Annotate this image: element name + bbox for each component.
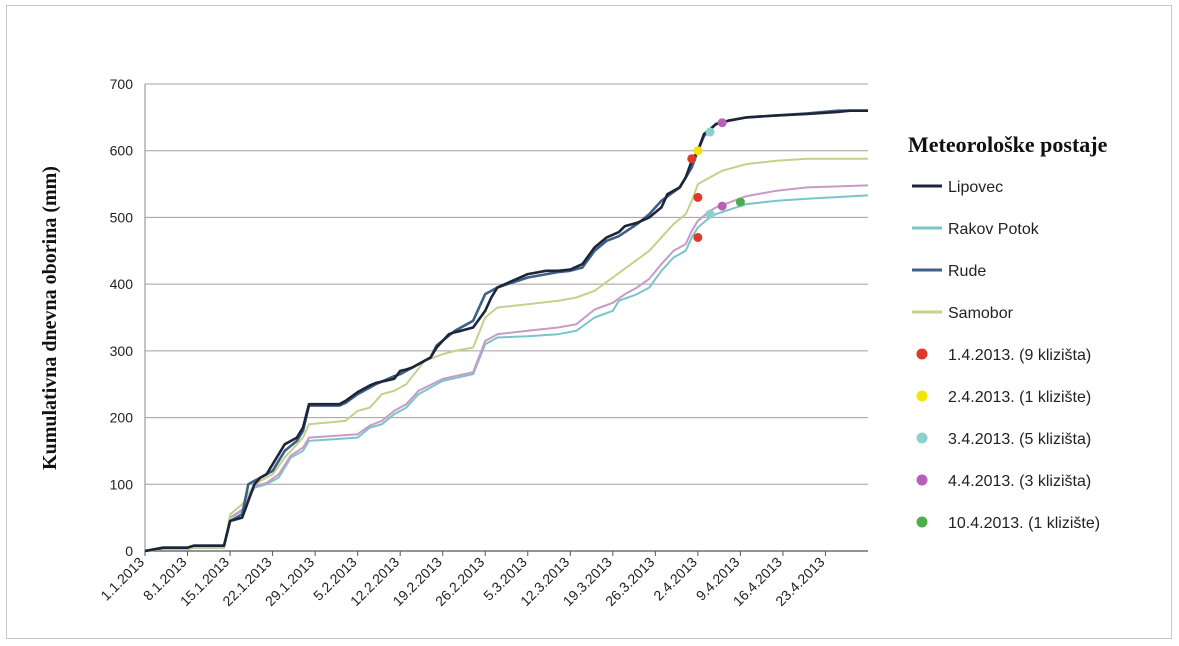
event-point-4 xyxy=(717,201,727,211)
series-line-lilac xyxy=(144,184,869,552)
legend-title: Meteorološke postaje xyxy=(908,132,1108,157)
event-point-1 xyxy=(693,192,703,202)
legend-entry: 2.4.2013. (1 klizište) xyxy=(948,389,1091,406)
series-lines xyxy=(144,109,869,553)
event-markers xyxy=(687,118,745,242)
event-point-5 xyxy=(735,197,745,207)
event-point-4 xyxy=(717,118,727,128)
legend-entry: Rakov Potok xyxy=(948,221,1040,238)
gridlines xyxy=(144,83,868,552)
y-tick-label: 0 xyxy=(125,543,133,559)
legend-entry: 10.4.2013. (1 klizište) xyxy=(948,515,1100,532)
y-tick-label: 500 xyxy=(110,209,134,225)
y-tick-label: 700 xyxy=(110,76,134,92)
legend-swatch-dot xyxy=(916,432,928,444)
y-tick-labels: 0 100 200 300 400 500 600 700 xyxy=(110,76,134,559)
x-tick-label: 2.4.2013 xyxy=(650,554,700,604)
y-tick-label: 400 xyxy=(110,276,134,292)
y-tick-label: 300 xyxy=(110,343,134,359)
x-tick-labels: 1.1.20138.1.201315.1.201322.1.201329.1.2… xyxy=(97,551,828,609)
legend-entry: Rude xyxy=(948,263,986,280)
legend-entry: 3.4.2013. (5 klizišta) xyxy=(948,431,1091,448)
event-point-1 xyxy=(687,154,697,164)
event-point-2 xyxy=(693,146,703,156)
y-tick-label: 100 xyxy=(110,476,134,492)
event-point-3 xyxy=(705,127,715,137)
legend-swatch-dot xyxy=(916,516,928,528)
y-tick-label: 600 xyxy=(110,143,134,159)
legend-entry: Samobor xyxy=(948,305,1014,322)
chart-frame xyxy=(6,5,1172,639)
y-axis-label: Kumulativna dnevna oborina (mm) xyxy=(39,166,61,470)
legend-entry: 1.4.2013. (9 klizišta) xyxy=(948,347,1091,364)
legend-entry: 4.4.2013. (3 klizišta) xyxy=(948,473,1091,490)
series-line-rakov-potok xyxy=(144,194,869,552)
legend: Meteorološke postaje Lipovec Rakov Potok R… xyxy=(908,132,1108,532)
event-point-1 xyxy=(693,232,703,242)
y-tick-label: 200 xyxy=(110,410,134,426)
legend-swatch-dot xyxy=(916,348,928,360)
x-tick-label: 1.1.2013 xyxy=(97,554,147,604)
event-point-3 xyxy=(705,209,715,219)
legend-entry: Lipovec xyxy=(948,179,1003,196)
legend-swatch-dot xyxy=(916,390,928,402)
series-line-lipovec xyxy=(144,109,868,553)
legend-swatch-dot xyxy=(916,474,928,486)
